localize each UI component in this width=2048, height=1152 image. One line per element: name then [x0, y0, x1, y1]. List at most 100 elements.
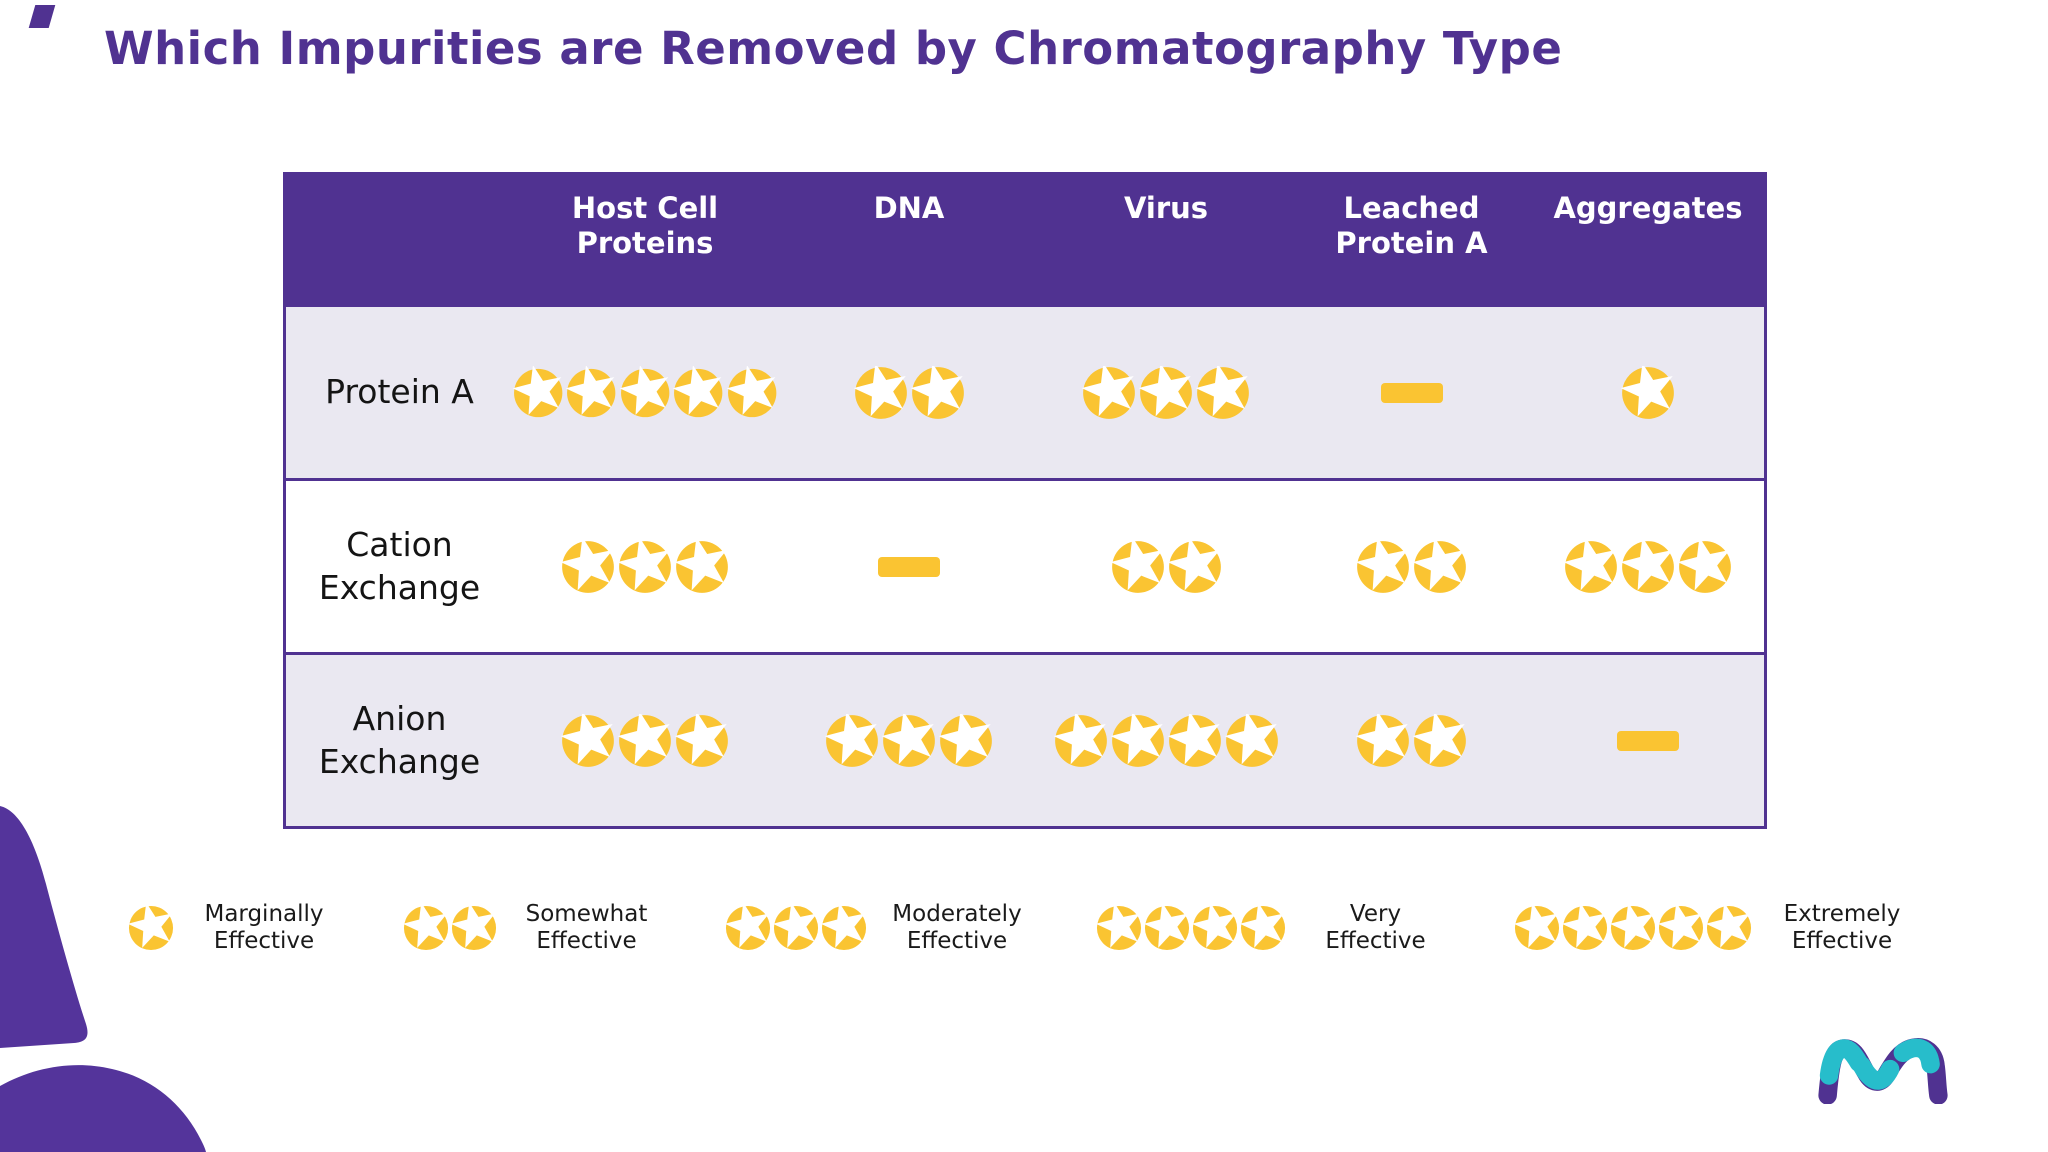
star-icon	[1356, 539, 1409, 593]
dash-icon	[1617, 730, 1679, 751]
star-icon	[825, 713, 878, 767]
legend-item: Very Effective	[1095, 900, 1452, 955]
star-icon	[726, 365, 776, 417]
column-header-label: Host Cell Proteins	[571, 191, 719, 260]
star-icon	[1621, 539, 1674, 593]
star-icon	[512, 365, 563, 417]
star-icon	[1191, 905, 1237, 951]
star-icon	[618, 539, 671, 593]
rating-cell	[777, 655, 1041, 826]
star-icon	[619, 365, 670, 417]
star-icon	[561, 713, 614, 767]
star-icon	[1110, 713, 1164, 767]
row-label-cell: Cation Exchange	[286, 481, 513, 652]
corner-decoration	[28, 5, 56, 28]
rating-cell	[1291, 481, 1532, 652]
legend-item: Somewhat Effective	[402, 900, 663, 955]
legend-item: Extremely Effective	[1514, 901, 1918, 955]
star-icon	[1562, 905, 1608, 951]
star-icon	[910, 365, 964, 419]
row-label: Anion Exchange	[318, 698, 481, 781]
legend-label: Extremely Effective	[1783, 900, 1901, 954]
star-icon	[1564, 539, 1617, 593]
legend-stars	[402, 905, 497, 951]
rating-cell	[1041, 307, 1291, 478]
star-icon	[1239, 905, 1285, 951]
ratings-table: Host Cell Proteins DNA Virus Leached Protei…	[283, 172, 1767, 829]
rating-cell	[777, 307, 1041, 478]
star-icon	[821, 905, 867, 951]
dash-icon	[1380, 382, 1443, 403]
row-label-cell: Protein A	[286, 307, 513, 478]
star-icon	[1224, 713, 1278, 767]
legend-label: Very Effective	[1325, 900, 1426, 954]
star-icon	[1706, 905, 1752, 951]
star-icon	[853, 365, 907, 419]
rating-cell	[1532, 655, 1764, 826]
star-icon	[566, 365, 616, 417]
dash-icon	[878, 556, 940, 577]
star-icon	[128, 905, 174, 951]
row-label: Protein A	[325, 372, 474, 412]
rating-cell	[1041, 481, 1291, 652]
rating-cell	[1291, 655, 1532, 826]
rating-cell	[512, 307, 777, 478]
legend-item: Moderately Effective	[725, 901, 1033, 955]
rating-cell	[1532, 307, 1764, 478]
column-header-label: Virus	[1123, 191, 1209, 225]
rating-cell	[777, 481, 1041, 652]
rating-cell	[1291, 307, 1532, 478]
star-icon	[1110, 539, 1164, 593]
star-icon	[1053, 713, 1107, 767]
rating-cell	[513, 481, 777, 652]
star-icon	[1610, 905, 1656, 951]
row-label-cell: Anion Exchange	[286, 655, 513, 826]
star-icon	[1356, 713, 1409, 767]
star-icon	[1143, 905, 1189, 951]
legend-stars	[1514, 905, 1752, 951]
column-header-label: DNA	[873, 191, 945, 225]
merck-logo-icon	[1818, 1038, 1948, 1104]
star-icon	[1678, 539, 1731, 593]
star-icon	[1413, 539, 1466, 593]
star-icon	[675, 713, 728, 767]
column-header: Leached Protein A	[1291, 175, 1532, 304]
star-icon	[673, 365, 723, 417]
star-icon	[618, 713, 671, 767]
legend-label: Moderately Effective	[892, 900, 1022, 954]
legend-stars	[725, 905, 867, 951]
legend: Marginally Effective Somewhat Effective Mo…	[128, 880, 1918, 976]
star-icon	[561, 539, 614, 593]
legend-stars	[1095, 905, 1286, 951]
star-icon	[882, 713, 935, 767]
rating-cell	[1532, 481, 1764, 652]
column-header: Aggregates	[1532, 175, 1764, 304]
column-header: Virus	[1041, 175, 1291, 304]
column-header-label: Leached Protein A	[1335, 191, 1488, 260]
bottom-left-blob-decoration	[0, 806, 206, 1152]
star-icon	[1095, 905, 1141, 951]
star-icon	[1167, 539, 1221, 593]
star-icon	[402, 905, 448, 951]
star-icon	[1167, 713, 1221, 767]
legend-label: Somewhat Effective	[525, 900, 648, 954]
star-icon	[1413, 713, 1466, 767]
page-title: Which Impurities are Removed by Chromato…	[104, 22, 1563, 75]
star-icon	[1658, 905, 1704, 951]
column-header: DNA	[777, 175, 1041, 304]
star-icon	[675, 539, 728, 593]
star-icon	[1514, 905, 1560, 951]
star-icon	[939, 713, 992, 767]
star-icon	[773, 905, 819, 951]
table-corner-cell	[286, 175, 513, 304]
row-label: Cation Exchange	[318, 524, 481, 607]
star-icon	[725, 905, 771, 951]
star-icon	[1082, 365, 1135, 419]
star-icon	[1621, 365, 1674, 419]
column-header-label: Aggregates	[1553, 191, 1743, 225]
legend-item: Marginally Effective	[128, 901, 340, 955]
rating-cell	[513, 655, 777, 826]
star-icon	[450, 905, 496, 951]
star-icon	[1196, 365, 1249, 419]
